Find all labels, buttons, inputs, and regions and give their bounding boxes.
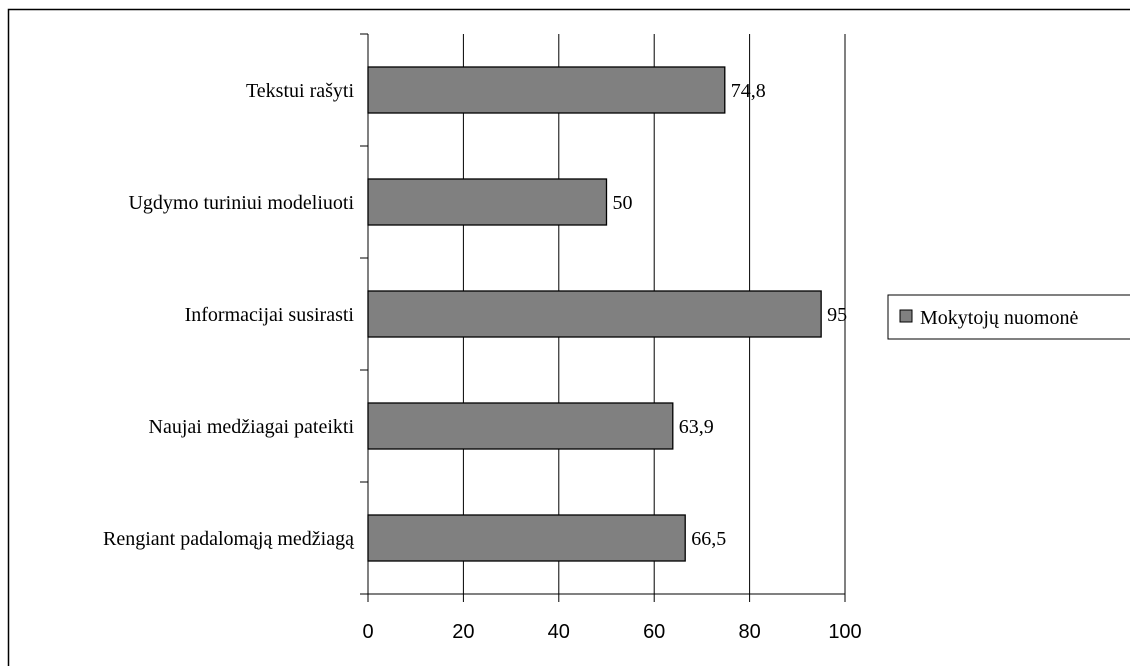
category-label: Naujai medžiagai pateikti [149, 416, 355, 438]
x-tick-label: 0 [362, 621, 373, 643]
data-label: 95 [827, 304, 847, 326]
legend-label: Mokytojų nuomonė [920, 307, 1078, 329]
category-label: Tekstui rašyti [246, 80, 354, 102]
bar [367, 514, 686, 562]
x-tick-label: 100 [828, 621, 861, 643]
category-label: Ugdymo turiniui modeliuoti [128, 192, 354, 214]
bar [367, 402, 674, 450]
bar [367, 290, 822, 338]
x-tick-label: 40 [548, 621, 570, 643]
x-tick-label: 80 [738, 621, 760, 643]
data-label: 66,5 [691, 528, 726, 550]
legend: Mokytojų nuomonė [887, 294, 1130, 340]
legend-box [887, 294, 1130, 340]
x-tick-label: 20 [452, 621, 474, 643]
chart-border [7, 8, 1130, 666]
category-label: Informacijai susirasti [185, 304, 355, 326]
plot-area: 0 20 40 60 80 100 Tekstui rašyti 74,8 Ugdymo tur… [103, 33, 862, 643]
bar [367, 178, 608, 226]
legend-swatch [899, 309, 913, 323]
data-label: 74,8 [731, 80, 766, 102]
data-label: 63,9 [679, 416, 714, 438]
bar [367, 66, 726, 114]
x-tick-label: 60 [643, 621, 665, 643]
data-label: 50 [613, 192, 633, 214]
category-label: Rengiant padalomąją medžiagą [103, 528, 355, 550]
